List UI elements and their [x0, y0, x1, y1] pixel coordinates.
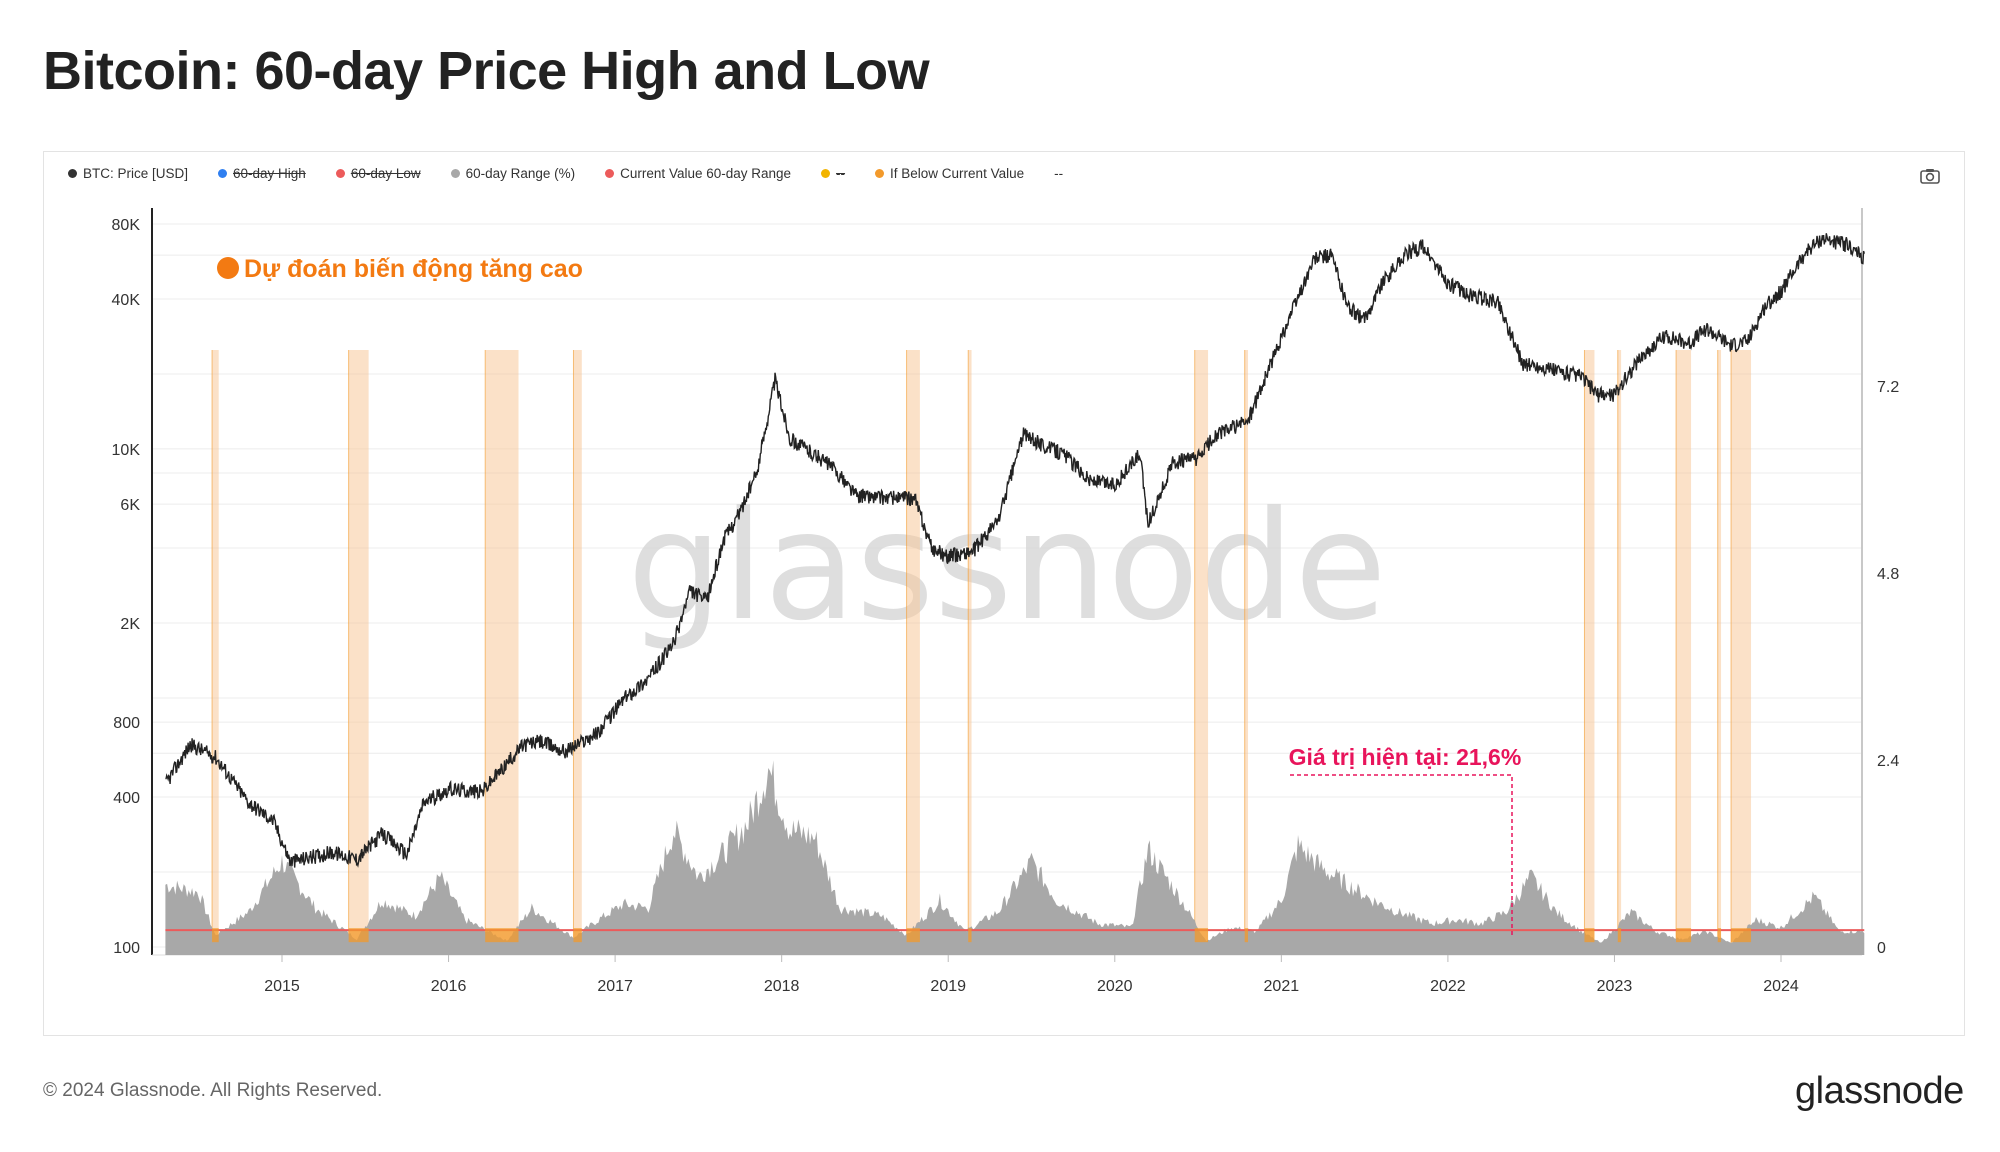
legend-label: BTC: Price [USD]	[83, 165, 189, 181]
highlight-period	[485, 350, 519, 955]
x-tick-label: 2019	[930, 978, 966, 995]
highlight-period	[1676, 350, 1692, 955]
legend-dot-icon	[450, 168, 460, 178]
y-left-tick-label: 6K	[120, 497, 140, 514]
y-right-tick-label: 2.4	[1877, 753, 1899, 770]
legend-item[interactable]: --	[821, 166, 845, 181]
legend-item[interactable]: 60-day Low	[335, 165, 421, 181]
below-marker	[1731, 928, 1752, 943]
x-tick-label: 2024	[1763, 978, 1799, 995]
legend-label: 60-day High	[233, 165, 306, 181]
legend-item[interactable]: --	[1054, 166, 1063, 181]
price-line	[165, 233, 1865, 868]
highlight-period	[1584, 350, 1595, 955]
below-marker	[1676, 928, 1692, 943]
highlight-period	[1731, 350, 1752, 955]
legend-label: --	[836, 165, 846, 181]
chart-panel	[43, 151, 1965, 1036]
below-marker	[1617, 928, 1622, 943]
below-marker	[212, 928, 219, 943]
below-marker	[968, 928, 972, 943]
y-left-tick-label: 400	[113, 790, 140, 807]
legend-item[interactable]: Current Value 60-day Range	[605, 166, 791, 181]
highlight-period	[1194, 350, 1209, 955]
below-marker	[906, 928, 920, 943]
y-right-tick-label: 7.2	[1877, 379, 1899, 396]
x-tick-label: 2021	[1264, 978, 1300, 995]
highlight-period	[212, 350, 219, 955]
y-left-tick-label: 2K	[120, 616, 140, 633]
legend-dot-icon	[605, 168, 615, 178]
below-marker	[573, 928, 582, 943]
below-marker	[1244, 928, 1249, 943]
y-left-tick-label: 40K	[112, 292, 141, 309]
camera-icon[interactable]	[1920, 168, 1940, 184]
copyright-footer: © 2024 Glassnode. All Rights Reserved.	[43, 1080, 383, 1101]
y-left-tick-label: 80K	[112, 217, 141, 234]
chart-legend: BTC: Price [USD] 60-day High 60-day Low 60-…	[68, 163, 1093, 183]
legend-label: 60-day Range (%)	[465, 165, 576, 181]
x-tick-label: 2020	[1097, 978, 1133, 995]
legend-dot-icon	[68, 168, 77, 178]
legend-label: Current Value 60-day Range	[620, 165, 792, 181]
x-tick-label: 2018	[764, 978, 800, 995]
watermark: glassnode	[627, 480, 1386, 654]
note-dot-icon	[217, 257, 239, 279]
volatility-note: Dự đoán biến động tăng cao	[244, 255, 583, 283]
highlight-period	[1617, 350, 1622, 955]
legend-dot-icon	[821, 168, 831, 178]
current-value-label: Giá trị hiện tại: 21,6%	[1289, 744, 1522, 770]
legend-item[interactable]: 60-day High	[218, 166, 306, 181]
x-tick-label: 2022	[1430, 978, 1466, 995]
legend-item[interactable]: If Below Current Value	[875, 166, 1024, 181]
y-left-tick-label: 100	[113, 940, 140, 957]
highlight-period	[1244, 350, 1249, 955]
below-marker	[1717, 928, 1722, 943]
below-marker	[1584, 928, 1595, 943]
current-value-pointer	[1290, 774, 1513, 935]
below-marker	[1194, 928, 1209, 943]
page-title: Bitcoin: 60-day Price High and Low	[43, 41, 930, 101]
highlight-period	[968, 350, 972, 955]
highlight-period	[1717, 350, 1722, 955]
legend-item[interactable]: 60-day Range (%)	[450, 165, 576, 181]
brand-logo: glassnode	[1795, 1070, 1964, 1112]
range-area	[165, 760, 1865, 955]
legend-label: If Below Current Value	[890, 165, 1025, 181]
x-tick-label: 2023	[1597, 978, 1633, 995]
legend-item[interactable]: BTC: Price [USD]	[68, 166, 188, 181]
legend-label: --	[1054, 165, 1064, 181]
y-left-tick-label: 10K	[112, 442, 141, 459]
highlight-period	[906, 350, 920, 955]
x-tick-label: 2015	[264, 978, 300, 995]
x-tick-label: 2016	[431, 978, 467, 995]
legend-dot-icon	[218, 168, 228, 178]
highlight-period	[573, 350, 582, 955]
legend-label: 60-day Low	[350, 165, 421, 181]
y-right-tick-label: 0	[1877, 940, 1886, 957]
x-tick-label: 2017	[597, 978, 633, 995]
legend-dot-icon	[875, 168, 885, 178]
highlight-period	[348, 350, 369, 955]
y-left-tick-label: 800	[113, 715, 140, 732]
below-marker	[348, 928, 369, 943]
below-marker	[485, 928, 519, 943]
legend-dot-icon	[335, 168, 345, 178]
y-right-tick-label: 4.8	[1877, 566, 1899, 583]
